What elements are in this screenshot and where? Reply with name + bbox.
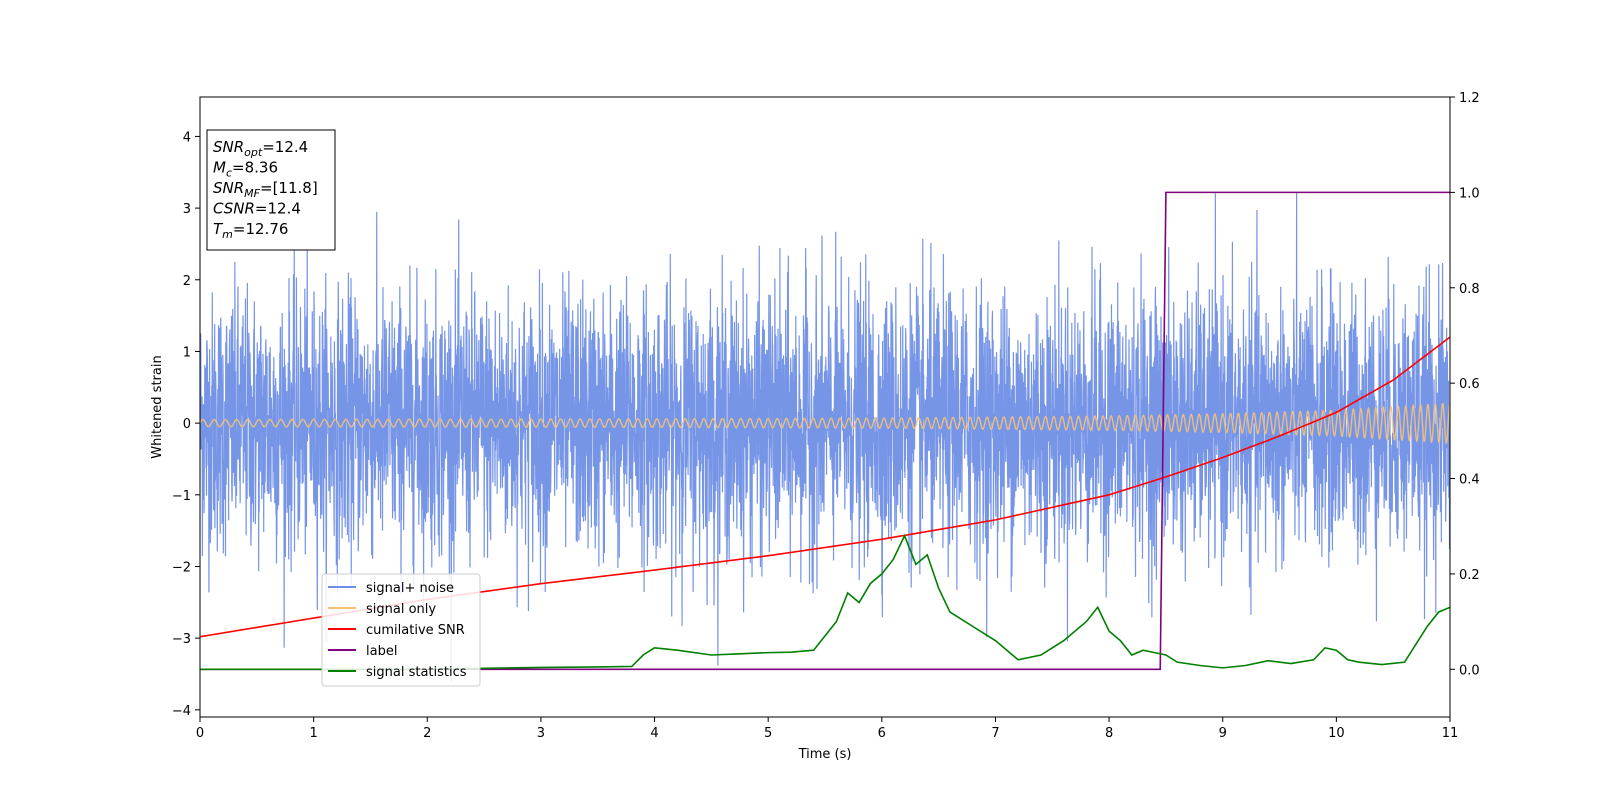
x-tick-label: 8 xyxy=(1105,726,1113,741)
x-tick-label: 10 xyxy=(1328,726,1345,741)
y2-tick-label: 0.2 xyxy=(1459,568,1480,583)
x-tick-label: 1 xyxy=(309,726,317,741)
y-tick-label: −3 xyxy=(172,632,191,647)
x-tick-label: 2 xyxy=(423,726,431,741)
legend-label: signal statistics xyxy=(366,665,467,680)
y-tick-label: 4 xyxy=(183,130,191,145)
y-tick-label: 1 xyxy=(183,345,191,360)
x-tick-label: 4 xyxy=(650,726,658,741)
y2-tick-label: 0.6 xyxy=(1459,377,1480,392)
legend-frame xyxy=(321,573,481,687)
y-tick-label: −1 xyxy=(172,489,191,504)
y2-tick-label: 0.4 xyxy=(1459,473,1480,488)
y-tick-label: −2 xyxy=(172,560,191,575)
y-tick-label: −4 xyxy=(172,704,191,719)
plot-frame xyxy=(199,96,1451,718)
x-tick-label: 0 xyxy=(196,726,204,741)
x-axis-label: Time (s) xyxy=(798,747,852,762)
annotation-line: Tm=12.76 xyxy=(213,220,288,241)
series-signal-statistics xyxy=(200,533,1450,671)
series-signal-noise xyxy=(200,191,1450,683)
series-label xyxy=(200,191,1450,671)
annotation-line: Mc=8.36 xyxy=(213,159,278,180)
annotation-line: SNRopt=12.4 xyxy=(213,138,308,159)
y2-tick-label: 0.8 xyxy=(1459,282,1480,297)
axes: 0 1 2 3 4 5 6 7 8 9 10 11 −4 −3 −2 −1 0 1 2 3 4 0.0 0.2 0.4 0.6 0… xyxy=(172,91,1480,741)
x-tick-label: 11 xyxy=(1442,726,1459,741)
y2-tick-label: 1.0 xyxy=(1459,186,1480,201)
x-tick-label: 9 xyxy=(1219,726,1227,741)
y-tick-label: 0 xyxy=(183,417,191,432)
annotation-line: SNRMF=[11.8] xyxy=(213,179,318,200)
y-tick-label: 3 xyxy=(183,202,191,217)
y-axis-label: Whitened strain xyxy=(150,355,165,458)
annotation-line: CSNR=12.4 xyxy=(213,200,301,218)
legend: signal+ noise signal only cumilative SNR la… xyxy=(321,573,481,687)
y2-tick-label: 0.0 xyxy=(1459,663,1480,678)
x-tick-label: 5 xyxy=(764,726,772,741)
legend-label: label xyxy=(366,644,397,659)
x-tick-label: 7 xyxy=(991,726,999,741)
y-tick-label: 2 xyxy=(183,274,191,289)
x-tick-label: 3 xyxy=(537,726,545,741)
legend-label: cumilative SNR xyxy=(366,623,465,638)
annotation-frame xyxy=(206,129,336,251)
legend-label: signal+ noise xyxy=(366,581,454,596)
series-signal-only xyxy=(200,402,1450,445)
legend-label: signal only xyxy=(366,602,436,617)
y2-tick-label: 1.2 xyxy=(1459,91,1480,106)
x-tick-label: 6 xyxy=(878,726,886,741)
